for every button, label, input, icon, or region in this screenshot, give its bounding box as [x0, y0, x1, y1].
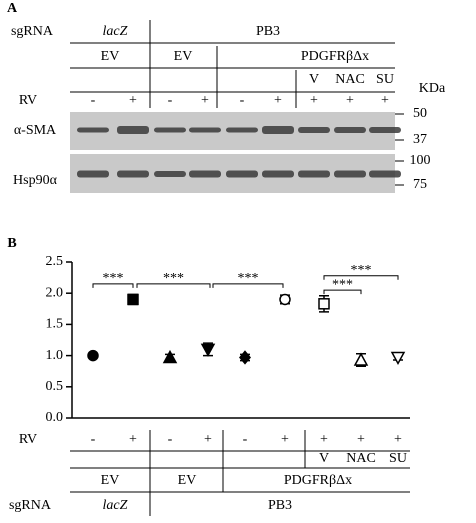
row-label: sgRNA	[11, 24, 54, 39]
significance-bracket	[323, 275, 399, 280]
marker-label: 75	[413, 177, 427, 192]
data-point	[87, 349, 99, 362]
data-point	[318, 298, 330, 310]
y-tick-label: 2.5	[46, 254, 64, 269]
data-point	[200, 343, 216, 357]
significance-label: ***	[163, 271, 184, 286]
rv-sign: +	[310, 93, 318, 108]
significance-bracket	[136, 283, 211, 288]
treatment-label: SU	[389, 451, 407, 466]
rv-sign: -	[240, 93, 245, 108]
band	[77, 127, 109, 133]
x-tick-label: +	[129, 432, 137, 447]
band	[77, 170, 109, 178]
x-tick-label: +	[281, 432, 289, 447]
blot-label: α-SMA	[14, 123, 57, 138]
rv-sign: +	[346, 93, 354, 108]
data-point	[162, 349, 178, 364]
panel-label: A	[7, 1, 18, 16]
x-tick-label: +	[394, 432, 402, 447]
rv-sign: +	[381, 93, 389, 108]
x-tick-label: -	[91, 432, 96, 447]
y-tick-label: 0.5	[46, 379, 64, 394]
y-tick-label: 0.0	[46, 410, 64, 425]
band	[369, 127, 401, 133]
data-point	[279, 293, 291, 306]
x-tick-label: +	[204, 432, 212, 447]
marker-label: 100	[410, 153, 431, 168]
data-point	[390, 351, 406, 366]
band	[369, 170, 401, 178]
band	[154, 171, 186, 177]
row-label: RV	[19, 432, 37, 447]
rv-sign: +	[274, 93, 282, 108]
y-tick-label: 1.5	[46, 317, 64, 332]
band	[189, 170, 221, 178]
treatment-label: V	[309, 72, 319, 87]
group-label: lacZ	[103, 24, 128, 39]
group-label: PDGFRβΔx	[284, 473, 352, 488]
rv-sign: +	[201, 93, 209, 108]
x-tick-label: -	[168, 432, 173, 447]
data-point	[353, 352, 369, 366]
marker-label: 37	[413, 132, 427, 147]
data-point	[127, 293, 139, 306]
band	[117, 170, 149, 178]
band	[262, 170, 294, 178]
group-label: EV	[101, 49, 120, 64]
rv-sign: -	[91, 93, 96, 108]
x-tick-label: +	[320, 432, 328, 447]
band	[334, 170, 366, 178]
band	[117, 126, 149, 134]
rv-sign: +	[129, 93, 137, 108]
treatment-label: NAC	[335, 72, 365, 87]
treatment-label: NAC	[346, 451, 376, 466]
band	[334, 127, 366, 133]
marker-label: 50	[413, 106, 427, 121]
significance-label: ***	[351, 263, 372, 278]
significance-label: ***	[103, 271, 124, 286]
y-tick-label: 2.0	[46, 285, 64, 300]
band	[298, 127, 330, 133]
treatment-label: V	[319, 451, 329, 466]
group-label: PDGFRβΔx	[301, 49, 369, 64]
significance-label: ***	[238, 271, 259, 286]
band	[189, 127, 221, 133]
significance-bracket	[323, 289, 362, 295]
x-tick-label: +	[357, 432, 365, 447]
group-label: EV	[178, 473, 197, 488]
band	[154, 127, 186, 133]
group-label: PB3	[256, 24, 280, 39]
group-label: EV	[174, 49, 193, 64]
group-label: lacZ	[103, 498, 128, 513]
band	[226, 127, 258, 133]
significance-bracket	[92, 283, 134, 288]
row-label: RV	[19, 93, 37, 108]
significance-bracket	[212, 283, 284, 288]
blot-label: Hsp90α	[13, 173, 58, 188]
rv-sign: -	[168, 93, 173, 108]
group-label: PB3	[268, 498, 292, 513]
row-label: sgRNA	[9, 498, 52, 513]
x-tick-label: -	[243, 432, 248, 447]
treatment-label: SU	[376, 72, 394, 87]
band	[298, 170, 330, 178]
y-tick-label: 1.0	[46, 348, 64, 363]
band	[262, 126, 294, 134]
group-label: EV	[101, 473, 120, 488]
band	[226, 170, 258, 178]
significance-label: ***	[332, 277, 353, 292]
data-point	[239, 350, 251, 365]
unit-label: KDa	[419, 81, 446, 96]
panel-label: B	[7, 236, 16, 251]
